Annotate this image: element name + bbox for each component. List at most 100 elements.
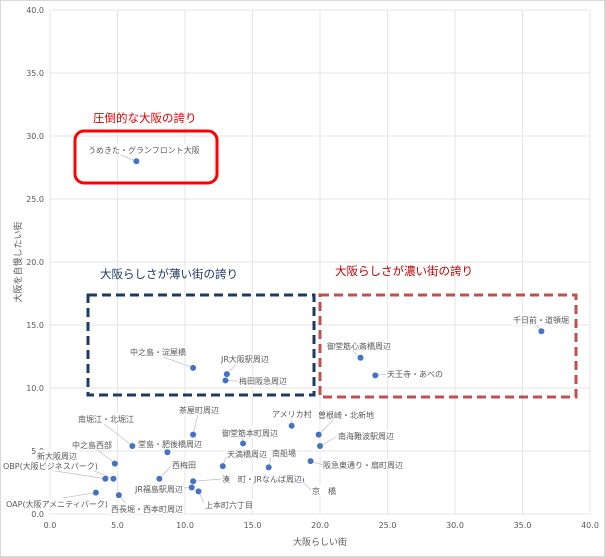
data-point <box>190 364 197 371</box>
data-point <box>315 431 322 438</box>
data-point <box>222 377 229 384</box>
label-bg <box>134 483 184 494</box>
data-label: 上本町六丁目 <box>205 500 253 510</box>
x-tick-label: 25.0 <box>379 521 397 530</box>
data-point <box>92 489 99 496</box>
data-label: 千日前・道頓堀 <box>513 315 569 325</box>
label-bg <box>271 447 297 458</box>
data-label: 梅田阪急周辺 <box>239 376 287 386</box>
label-bg <box>512 314 570 325</box>
label-bg <box>77 413 135 424</box>
data-point <box>115 492 122 499</box>
data-point <box>288 422 295 429</box>
leader-line <box>193 478 223 482</box>
data-label: 御堂筋心斎橋周辺 <box>327 341 391 351</box>
label-bg <box>311 485 337 496</box>
data-label: JR大阪駅周辺 <box>220 354 269 364</box>
label-bg <box>110 503 184 514</box>
y-tick-label: 35.0 <box>26 69 44 78</box>
y-tick-label: 20.0 <box>26 258 44 267</box>
label-bg <box>221 427 279 438</box>
data-point <box>219 463 226 470</box>
leader-line <box>159 464 173 479</box>
data-label: 堂島・肥後橋周辺 <box>138 439 202 449</box>
label-bg <box>317 409 375 420</box>
label-bg <box>220 353 270 364</box>
x-tick-label: 10.0 <box>176 521 194 530</box>
data-point <box>188 484 195 491</box>
data-label: 湊 町・JRなんば周辺 <box>222 474 302 484</box>
data-label: アメリカ村 <box>272 409 312 419</box>
data-point <box>538 328 545 335</box>
data-point <box>156 475 163 482</box>
data-point <box>240 440 247 447</box>
label-bg <box>137 438 203 449</box>
data-label: 南海難波駅周辺 <box>338 431 394 441</box>
y-tick-label: 25.0 <box>26 195 44 204</box>
label-bg <box>226 448 268 459</box>
x-tick-label: 15.0 <box>244 521 262 530</box>
data-point <box>372 372 379 379</box>
data-point <box>307 458 314 465</box>
x-tick-label: 40.0 <box>581 521 599 530</box>
highlight-box-overwhelming <box>73 129 219 185</box>
data-point <box>111 460 118 467</box>
data-label: 天満橋周辺 <box>227 449 267 459</box>
x-tick-label: 0.0 <box>44 521 57 530</box>
y-tick-label: 15.0 <box>26 321 44 330</box>
label-bg <box>386 368 444 379</box>
x-axis-title: 大阪らしい街 <box>293 536 347 548</box>
y-axis-title: 大阪を自慢したい街 <box>12 221 24 302</box>
highlight-box-weak-osaka <box>86 293 316 397</box>
x-tick-label: 20.0 <box>311 521 329 530</box>
data-point <box>164 449 171 456</box>
data-point <box>102 475 109 482</box>
leader-line <box>319 435 339 447</box>
data-point <box>223 371 230 378</box>
data-point <box>317 442 323 449</box>
data-label: 新大阪周辺 <box>37 451 77 461</box>
data-label: 阪急東通り・扇町周辺 <box>323 460 403 470</box>
data-label: 京 橋 <box>312 486 336 496</box>
data-point <box>265 464 272 471</box>
label-bg <box>178 404 220 415</box>
label-bg <box>271 408 313 419</box>
data-label: うめきた・グランフロント大阪 <box>88 145 200 155</box>
label-bg <box>5 498 109 509</box>
data-label: 西長堀・西本町周辺 <box>111 504 183 514</box>
data-label: OBP(大阪ビジネスパーク) <box>3 461 98 471</box>
data-label: OAP(大阪アメニティパーク) <box>6 499 108 509</box>
data-point <box>190 431 197 438</box>
y-tick-label: 0.0 <box>31 510 44 519</box>
data-point <box>195 488 202 495</box>
data-label: 中之島西部 <box>72 440 112 450</box>
x-tick-label: 35.0 <box>514 521 532 530</box>
y-tick-label: 40.0 <box>26 6 44 15</box>
label-bg <box>71 439 113 450</box>
label-bg <box>171 459 197 470</box>
label-bg <box>322 459 404 470</box>
label-bg <box>2 460 99 471</box>
y-tick-label: 30.0 <box>26 132 44 141</box>
annotation-overwhelming: 圧倒的な大阪の誇り <box>93 111 197 125</box>
label-bg <box>36 450 78 461</box>
highlight-box-strong-osaka <box>318 293 578 399</box>
data-label: 南堀江・北堀江 <box>78 414 134 424</box>
data-label: 南船場 <box>272 448 296 458</box>
data-label: 茶屋町周辺 <box>179 405 219 415</box>
data-label: 御堂筋本町周辺 <box>222 428 278 438</box>
label-bg <box>337 430 395 441</box>
y-tick-label: 10.0 <box>26 384 44 393</box>
data-label: 西梅田 <box>172 460 196 470</box>
data-label: JR福島駅周辺 <box>134 484 183 494</box>
label-bg <box>87 144 201 155</box>
label-bg <box>129 346 187 357</box>
label-bg <box>326 340 392 351</box>
data-point <box>357 354 364 361</box>
data-label: 天王寺・あべの <box>387 370 443 379</box>
data-label: 中之島・淀屋橋 <box>130 347 186 357</box>
data-point <box>110 475 117 482</box>
